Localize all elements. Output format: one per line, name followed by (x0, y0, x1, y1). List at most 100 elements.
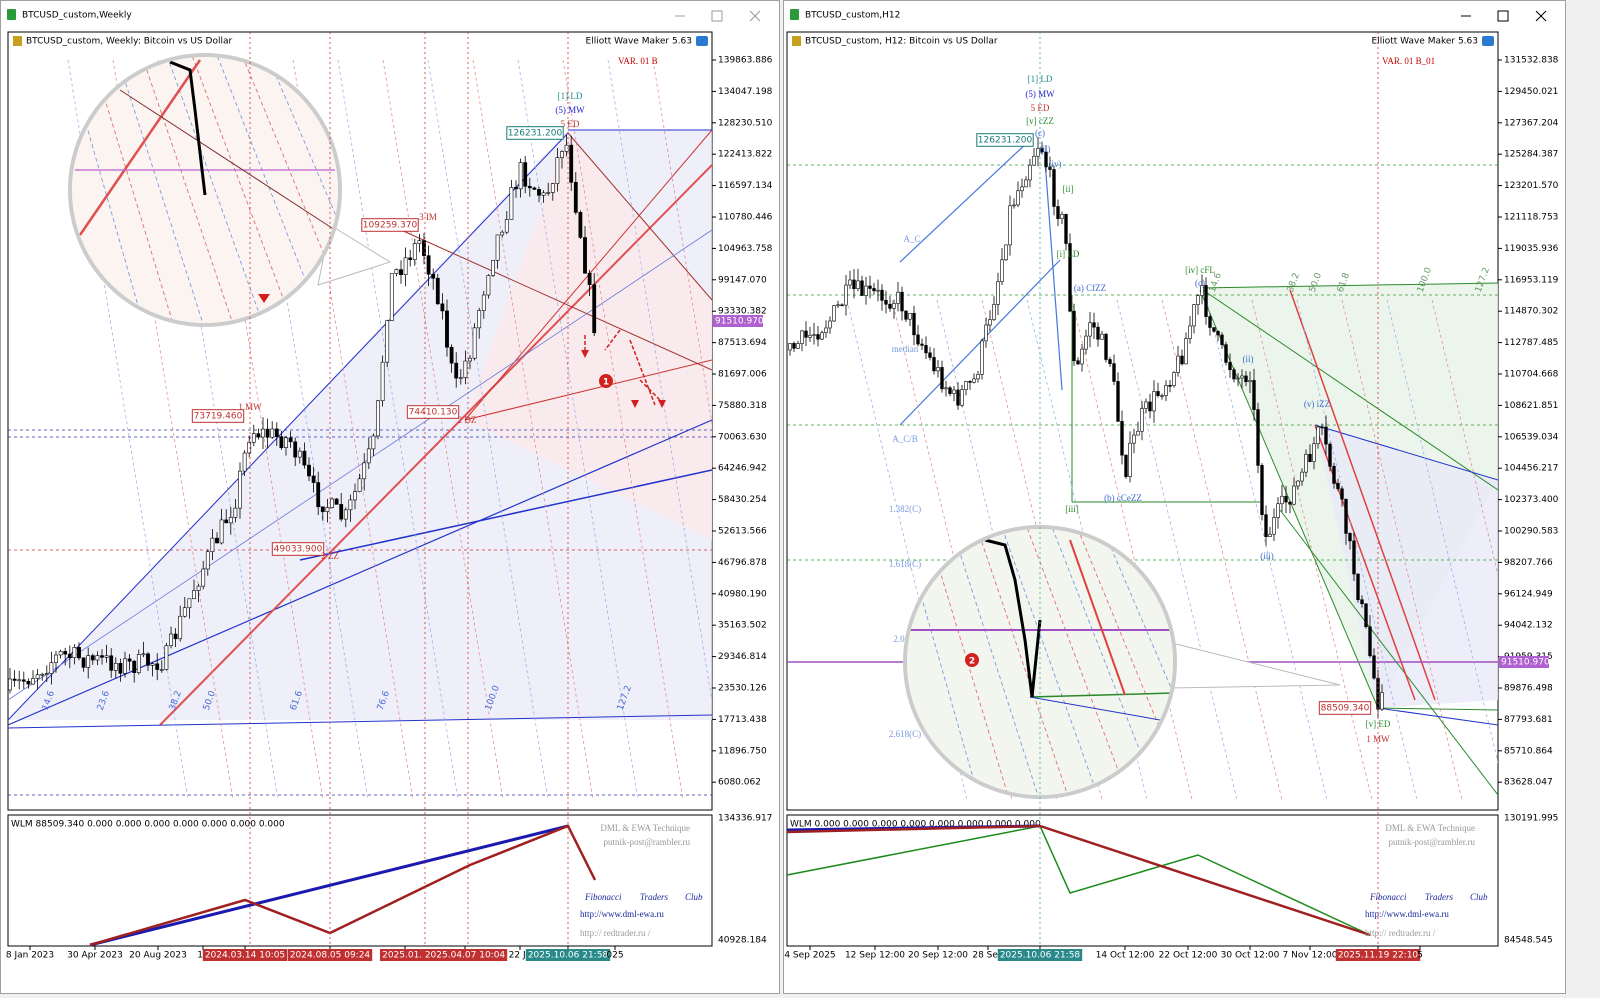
candle-body (40, 673, 45, 676)
candle-body (996, 281, 1000, 305)
date-highlight (997, 949, 1083, 961)
trend-line (159, 164, 712, 726)
candle-body (403, 257, 408, 275)
price-label: 112787.485 (1504, 338, 1558, 348)
watermark: Club (1470, 892, 1488, 902)
candle-body (472, 327, 477, 359)
candle-body (182, 607, 187, 617)
wave-label: A_C (903, 234, 920, 244)
close-button[interactable] (749, 10, 761, 22)
candle-body (1108, 359, 1112, 364)
price-label: 99147.070 (718, 275, 767, 285)
candle-body (1348, 533, 1352, 542)
loupe-line (139, 57, 236, 323)
candle-body (1088, 322, 1092, 337)
candle-body (892, 303, 896, 309)
loupe-line (264, 57, 338, 323)
close-button[interactable] (1535, 10, 1547, 22)
price-label: 104456.217 (1504, 464, 1558, 474)
candle-body (449, 346, 454, 364)
candle-body (832, 305, 836, 322)
tool-label: Elliott Wave Maker 5.63 (1372, 37, 1478, 47)
candle-body (560, 151, 564, 158)
candle-body (840, 304, 844, 307)
wave-label: (b) cCeZZ (1104, 493, 1142, 503)
candle-body (1156, 391, 1160, 396)
watermark-link[interactable]: http://www.dml-ewa.ru (1365, 909, 1449, 919)
wave-label: 2 DZ (458, 415, 477, 425)
candle-body (1064, 214, 1068, 244)
candle-body (293, 441, 298, 458)
tool-icon (696, 36, 708, 46)
candle-body (376, 400, 380, 437)
candle-body (1052, 169, 1056, 207)
candle-body (136, 654, 141, 674)
candle-body (1164, 385, 1168, 396)
candle-body (796, 343, 800, 349)
candle-body (1304, 453, 1308, 473)
wave-label: (ii) (1243, 354, 1254, 364)
date-label: 2025.01.2 (382, 951, 428, 961)
fib-fan-line (1341, 299, 1463, 801)
candle-body (1332, 465, 1336, 484)
price-label: 89876.498 (1504, 684, 1553, 694)
indicator-line (786, 824, 1371, 937)
watermark-link[interactable]: http://www.dml-ewa.ru (580, 909, 664, 919)
price-tag (506, 126, 564, 140)
fib-fan-line (112, 59, 234, 801)
candle-body (164, 645, 169, 670)
wave-label: (v) iZZ (1304, 399, 1330, 409)
candle-body (54, 654, 58, 664)
date-label: 14 Oct 12:00 (1096, 951, 1155, 961)
price-label: 81697.006 (718, 370, 767, 380)
price-label: 119035.936 (1504, 244, 1559, 254)
candle-body (1276, 503, 1280, 518)
candle-body (228, 517, 233, 524)
maximize-button[interactable] (711, 10, 723, 22)
trend-line (567, 132, 712, 301)
date-label: 5 (1417, 951, 1423, 961)
price-label: 93330.382 (718, 307, 767, 317)
candle-body (1296, 480, 1300, 487)
candle-body (1140, 408, 1144, 432)
candle-body (343, 509, 348, 520)
tool-icon (1482, 36, 1494, 46)
maximize-button[interactable] (1497, 10, 1509, 22)
candle-body (1112, 363, 1116, 382)
candle-body (1160, 395, 1164, 397)
candle-body (583, 237, 587, 274)
candle-body (1084, 335, 1088, 350)
trend-line (1044, 159, 1063, 391)
candle-body (1288, 501, 1292, 505)
wave-label: VAR. 01 B (618, 56, 658, 66)
candle-body (956, 389, 960, 406)
candle-body (219, 519, 224, 544)
price-label: 11896.750 (718, 746, 767, 756)
candle-body (491, 259, 495, 276)
candle-body (463, 360, 468, 378)
candle-body (31, 678, 35, 685)
candle-body (1368, 626, 1372, 657)
price-label: 29346.814 (718, 652, 767, 662)
candle-body (1092, 322, 1096, 328)
date-label: 7 Nov 12:00 (1283, 951, 1338, 961)
wave-label: 1.618(C) (889, 559, 921, 569)
wave-label: (c) (1195, 278, 1205, 288)
watermark-link[interactable]: http:// redtrader.ru / (580, 928, 651, 938)
candle-body (187, 598, 192, 609)
fib-fan-line (472, 59, 594, 801)
wave-label: [1] LD (558, 91, 583, 101)
candle-body (1060, 214, 1064, 219)
date-highlight (1335, 949, 1421, 961)
watermark-link[interactable]: http:// redtrader.ru / (1365, 928, 1436, 938)
candle-body (371, 435, 376, 450)
date-label: 2024.08.05 09:24 (290, 951, 371, 961)
fib-fan-line (1386, 299, 1498, 764)
candle-body (445, 310, 449, 348)
candle-body (1120, 421, 1124, 456)
wave-label: 126231.200 (508, 129, 563, 139)
wave-label: [iv] cFL (1185, 265, 1215, 275)
wave-label: 49033.900 (274, 545, 323, 555)
candle-body (1008, 205, 1012, 246)
window-title: BTCUSD_custom,Weekly (22, 11, 132, 21)
